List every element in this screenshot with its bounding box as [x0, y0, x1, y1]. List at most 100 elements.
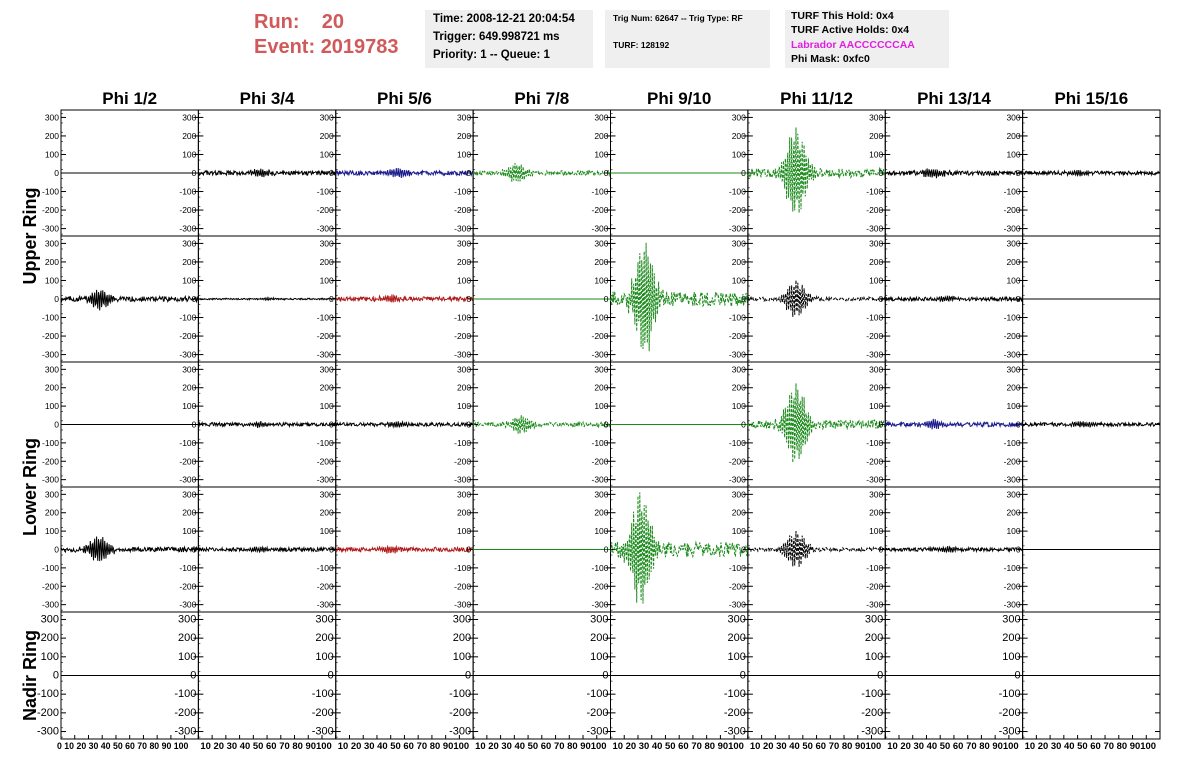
y-tick-label: 100	[1006, 526, 1020, 536]
y-tick-label: -100	[42, 313, 59, 323]
y-tick-label: -300	[591, 224, 608, 234]
y-tick-label: -200	[317, 205, 334, 215]
y-tick-label: 100	[732, 401, 746, 411]
panel-frame	[747, 109, 886, 237]
y-tick-label: 300	[1002, 613, 1020, 625]
y-tick-label: 100	[869, 526, 883, 536]
y-tick-label: 300	[182, 112, 196, 122]
y-tick-label: -100	[866, 563, 883, 573]
y-tick-label: 200	[41, 632, 59, 644]
y-tick-label: 100	[45, 526, 59, 536]
y-tick-label: 0	[466, 420, 471, 430]
y-tick-label: 200	[590, 632, 608, 644]
y-tick-label: 100	[594, 149, 608, 159]
y-tick-label: 0	[1016, 168, 1021, 178]
waveform-trace	[884, 545, 1023, 554]
y-tick-label: -200	[866, 205, 883, 215]
y-tick-label: -100	[729, 563, 746, 573]
y-tick-label: -100	[179, 313, 196, 323]
y-tick-label: 200	[732, 383, 746, 393]
x-tick-labels: 10 20 30 40 50 60 70 80 90100	[750, 741, 881, 752]
y-tick-label: -300	[449, 726, 471, 738]
y-tick-label: -300	[454, 224, 471, 234]
y-tick-label: 300	[320, 489, 334, 499]
y-tick-label: 200	[315, 632, 333, 644]
y-tick-label: -200	[591, 205, 608, 215]
y-tick-label: 0	[879, 420, 884, 430]
waveform-trace	[335, 294, 474, 303]
y-tick-label: 300	[869, 238, 883, 248]
y-tick-label: 300	[594, 112, 608, 122]
waveform-trace	[335, 167, 474, 179]
y-tick-label: 100	[457, 275, 471, 285]
y-tick-label: -100	[179, 187, 196, 197]
y-tick-label: 0	[465, 670, 471, 682]
y-tick-label: 100	[182, 149, 196, 159]
y-tick-label: 300	[732, 112, 746, 122]
y-tick-label: -200	[454, 331, 471, 341]
y-tick-label: -100	[174, 688, 196, 700]
column-header: Phi 11/12	[780, 89, 853, 108]
waveform-trace	[1022, 420, 1161, 429]
y-tick-label: 200	[732, 131, 746, 141]
ring-label: Lower Ring	[20, 438, 40, 536]
y-tick-label: -200	[42, 581, 59, 591]
y-tick-label: -300	[724, 726, 746, 738]
y-tick-label: 0	[54, 545, 59, 555]
run-label: Run:	[254, 11, 300, 33]
y-tick-label: 0	[1016, 294, 1021, 304]
y-tick-label: -300	[866, 350, 883, 360]
y-tick-label: -300	[312, 726, 334, 738]
y-tick-label: 200	[45, 508, 59, 518]
y-tick-label: 100	[869, 275, 883, 285]
y-tick-label: -100	[591, 563, 608, 573]
x-tick-labels: 10 20 30 40 50 60 70 80 90100	[475, 741, 606, 752]
waveform-trace	[885, 168, 1024, 179]
y-tick-label: 0	[1016, 545, 1021, 555]
y-tick-label: 300	[732, 364, 746, 374]
waveform-trace	[610, 492, 749, 604]
y-tick-label: 300	[869, 112, 883, 122]
y-tick-label: 200	[732, 508, 746, 518]
y-tick-label: 100	[869, 149, 883, 159]
y-tick-label: 200	[320, 131, 334, 141]
y-tick-label: 100	[45, 149, 59, 159]
waveform-trace	[198, 296, 337, 302]
phi-mask-text: Phi Mask: 0xfc0	[791, 53, 870, 65]
y-tick-label: 0	[466, 294, 471, 304]
y-tick-label: -200	[729, 456, 746, 466]
y-tick-label: 100	[594, 275, 608, 285]
y-tick-label: -300	[454, 475, 471, 485]
y-tick-label: 100	[869, 401, 883, 411]
run-value: 20	[321, 11, 345, 33]
y-tick-label: 300	[45, 489, 59, 499]
y-tick-label: 300	[865, 613, 883, 625]
y-tick-label: -100	[179, 563, 196, 573]
column-header: Phi 13/14	[917, 89, 991, 108]
y-tick-label: -300	[179, 600, 196, 610]
y-tick-label: -100	[591, 187, 608, 197]
y-tick-label: 0	[192, 294, 197, 304]
y-tick-label: -200	[179, 331, 196, 341]
y-tick-label: -100	[317, 187, 334, 197]
y-tick-label: -100	[591, 438, 608, 448]
y-tick-label: -200	[866, 331, 883, 341]
waveform-trace	[60, 536, 199, 562]
x-tick-labels: 10 20 30 40 50 60 70 80 90100	[200, 741, 331, 752]
y-tick-label: -300	[179, 350, 196, 360]
y-tick-label: 100	[1002, 651, 1020, 663]
y-tick-label: 0	[1015, 670, 1021, 682]
y-tick-label: -100	[866, 438, 883, 448]
waveform-trace	[1022, 169, 1161, 178]
waveform-trace	[60, 289, 199, 311]
y-tick-label: -100	[42, 187, 59, 197]
column-header: Phi 7/8	[514, 89, 569, 108]
y-tick-label: 300	[1006, 238, 1020, 248]
y-tick-label: 300	[41, 613, 59, 625]
y-tick-label: 200	[869, 508, 883, 518]
y-tick-label: 100	[865, 651, 883, 663]
y-tick-label: 200	[1002, 632, 1020, 644]
y-tick-label: 200	[45, 383, 59, 393]
column-header: Phi 5/6	[377, 89, 432, 108]
